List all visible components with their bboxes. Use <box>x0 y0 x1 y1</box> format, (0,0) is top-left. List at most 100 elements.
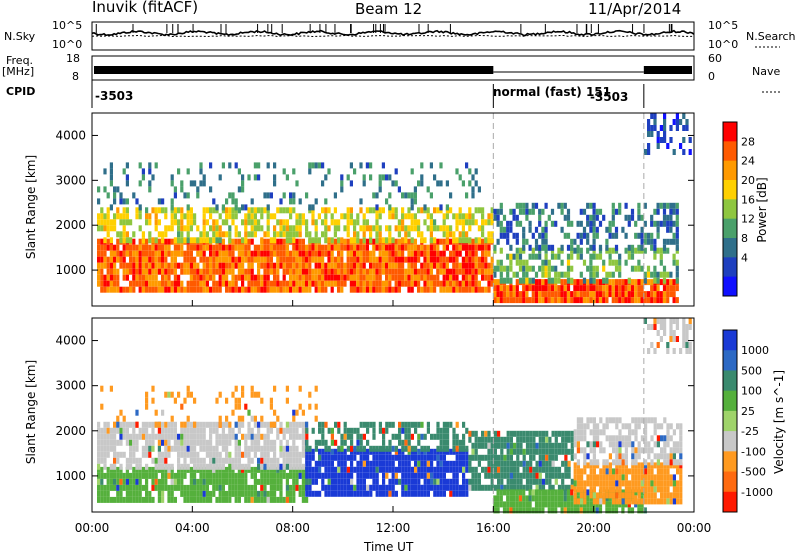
power-cell <box>417 225 421 232</box>
velocity-cell <box>644 468 648 475</box>
velocity-cell <box>586 417 590 424</box>
power-cell <box>666 279 670 286</box>
power-cell <box>145 238 149 245</box>
velocity-cell <box>497 436 501 443</box>
velocity-cell <box>202 484 206 491</box>
power-cell <box>579 271 583 278</box>
power-cell <box>534 238 539 245</box>
velocity-cell <box>257 457 261 464</box>
velocity-cell <box>634 474 638 481</box>
velocity-cell <box>237 439 241 446</box>
power-cell <box>282 244 286 251</box>
velocity-cell <box>353 466 357 473</box>
power-cell <box>595 297 599 304</box>
velocity-cell <box>343 448 347 455</box>
power-cell <box>528 244 532 251</box>
power-cell <box>298 280 302 287</box>
power-cell <box>413 198 417 205</box>
velocity-cell <box>420 490 424 497</box>
power-cell <box>525 202 529 209</box>
velocity-cell <box>612 498 616 505</box>
power-cell <box>627 214 631 221</box>
power-cell <box>247 238 251 245</box>
power-cell <box>221 262 225 269</box>
power-cell <box>608 271 612 278</box>
power-cell <box>292 231 296 238</box>
power-cell <box>573 291 577 298</box>
velocity-cell <box>423 490 427 497</box>
power-cell <box>125 237 129 244</box>
velocity-cell <box>382 466 386 473</box>
power-cell <box>442 274 446 281</box>
velocity-cell <box>474 478 478 485</box>
power-cell <box>122 207 126 214</box>
power-cell <box>525 265 529 272</box>
power-cell <box>643 149 647 155</box>
power-cell <box>333 207 337 214</box>
velocity-cell <box>653 474 657 481</box>
power-cell <box>282 225 286 232</box>
power-cell <box>474 207 478 214</box>
power-cell <box>135 280 139 287</box>
power-cell <box>685 125 689 131</box>
power-cell <box>637 232 641 239</box>
velocity-cell <box>138 457 142 464</box>
velocity-cell <box>455 445 459 452</box>
power-cell <box>487 231 491 238</box>
power-cell <box>525 271 529 278</box>
power-cell <box>436 244 440 251</box>
power-cell <box>285 286 289 293</box>
velocity-cell <box>212 490 216 497</box>
power-cell <box>646 238 651 245</box>
power-cell <box>205 262 209 269</box>
power-cell <box>199 180 203 187</box>
velocity-cell <box>414 460 418 467</box>
velocity-cell <box>231 472 235 479</box>
velocity-cell <box>615 468 619 475</box>
power-cell <box>132 262 136 269</box>
velocity-cell <box>592 462 596 469</box>
nave-block-left <box>94 66 494 74</box>
power-cell <box>234 204 238 211</box>
velocity-cell <box>237 496 241 503</box>
power-cell <box>589 226 593 233</box>
power-cell <box>566 271 571 278</box>
velocity-cell <box>221 433 225 440</box>
velocity-cell <box>199 463 203 470</box>
freq-unit-label: [MHz] <box>2 65 35 78</box>
power-cell <box>356 268 360 275</box>
power-cell <box>285 262 289 269</box>
velocity-colorbar-tick: -1000 <box>741 486 773 499</box>
power-cell <box>295 238 299 245</box>
velocity-cell <box>545 460 549 467</box>
velocity-cell <box>103 490 107 497</box>
power-cell <box>199 280 203 287</box>
velocity-cell <box>452 460 456 467</box>
power-cell <box>385 256 389 263</box>
velocity-cell <box>449 421 453 428</box>
power-cell <box>544 279 548 286</box>
power-cell <box>397 186 401 193</box>
velocity-cell <box>586 501 590 508</box>
power-cell <box>481 219 485 226</box>
power-cell <box>308 250 312 257</box>
power-cell <box>372 268 376 275</box>
velocity-cell <box>346 445 350 452</box>
velocity-cell <box>276 463 280 470</box>
velocity-cell <box>650 474 654 481</box>
velocity-cell <box>573 435 577 442</box>
power-cell <box>531 208 535 215</box>
velocity-colorbar-tick: 100 <box>741 385 762 398</box>
velocity-cell <box>295 466 299 473</box>
power-cell <box>627 253 631 260</box>
velocity-cell <box>366 439 370 446</box>
power-cell <box>445 268 449 275</box>
velocity-cell <box>420 460 424 467</box>
power-cell <box>279 280 283 287</box>
velocity-cell <box>573 468 577 475</box>
power-cell <box>550 265 555 272</box>
velocity-cell <box>250 472 254 479</box>
velocity-cell <box>602 459 606 466</box>
velocity-cell <box>522 495 526 502</box>
velocity-cell <box>183 496 187 503</box>
